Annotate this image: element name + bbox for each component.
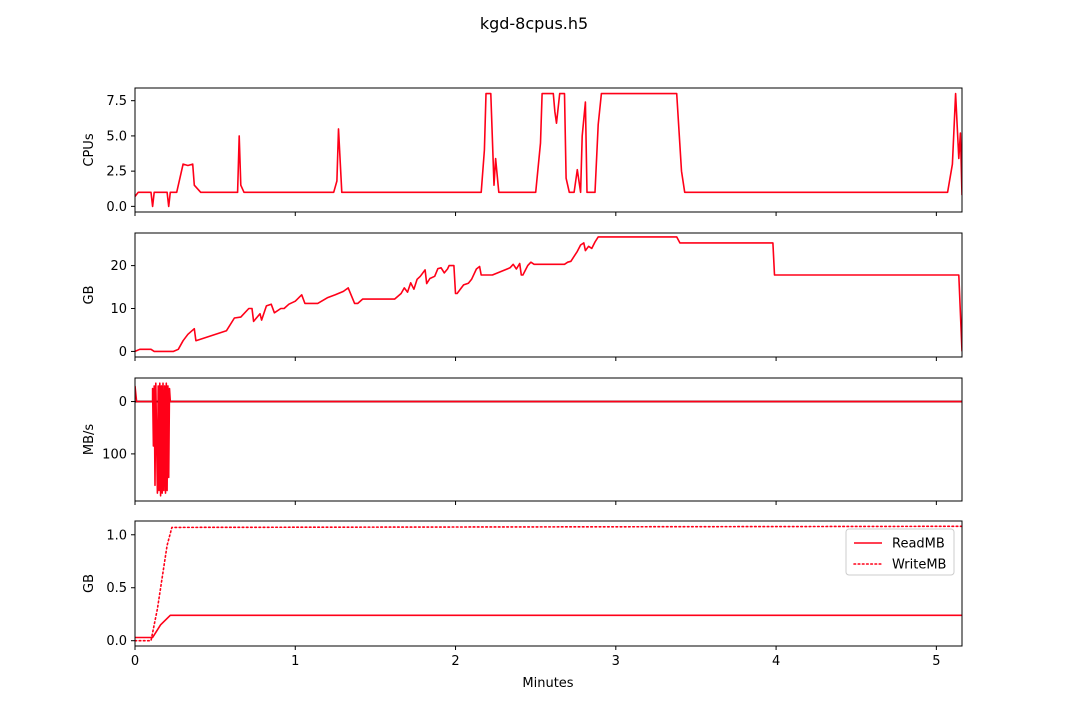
legend-label: WriteMB bbox=[892, 558, 946, 573]
x-tick-label: 4 bbox=[772, 654, 780, 669]
figure-title: kgd-8cpus.h5 bbox=[480, 14, 588, 33]
y-tick-label: 0 bbox=[119, 345, 127, 360]
y-tick-label: 0.0 bbox=[106, 634, 127, 649]
series-line bbox=[135, 382, 962, 497]
y-tick-label: 5.0 bbox=[106, 129, 127, 144]
cpus-panel: 0.0 2.5 5.0 7.5 CPUs bbox=[82, 87, 963, 216]
io-total-panel: 0.0 0.5 1.0 0 1 2 3 4 5 GB ReadMB WriteMB bbox=[82, 520, 963, 669]
y-axis-label: MB/s bbox=[82, 424, 97, 456]
y-tick-label: 20 bbox=[110, 259, 127, 274]
x-axis-label: Minutes bbox=[522, 676, 573, 691]
axes-frame bbox=[134, 87, 963, 213]
y-tick-label: 0 bbox=[119, 395, 127, 410]
y-tick-label: 1.0 bbox=[106, 528, 127, 543]
series-line bbox=[135, 92, 962, 208]
legend-label: ReadMB bbox=[892, 537, 945, 552]
axes-frame bbox=[134, 232, 963, 358]
y-tick-label: 0.5 bbox=[106, 581, 127, 596]
x-tick-label: 2 bbox=[451, 654, 459, 669]
y-tick-label: 7.5 bbox=[106, 94, 127, 109]
memory-panel: 0 10 20 GB bbox=[82, 232, 963, 361]
axes-frame bbox=[134, 377, 963, 502]
x-tick-label: 3 bbox=[612, 654, 620, 669]
y-axis-label: GB bbox=[82, 286, 97, 305]
x-tick-label: 1 bbox=[291, 654, 299, 669]
axes-frame bbox=[134, 520, 963, 647]
y-tick-label: 100 bbox=[102, 447, 127, 462]
y-tick-label: 10 bbox=[110, 302, 127, 317]
writemb-line bbox=[135, 525, 962, 642]
readmb-line bbox=[135, 614, 962, 639]
x-tick-label: 0 bbox=[131, 654, 139, 669]
series-line bbox=[135, 236, 962, 353]
y-axis-label: CPUs bbox=[82, 133, 97, 166]
y-axis-label: GB bbox=[82, 574, 97, 593]
y-tick-label: 2.5 bbox=[106, 165, 127, 180]
io-rate-panel: 0 100 MB/s bbox=[82, 377, 963, 505]
x-tick-label: 5 bbox=[932, 654, 940, 669]
y-tick-label: 0.0 bbox=[106, 200, 127, 215]
legend: ReadMB WriteMB bbox=[845, 528, 955, 576]
